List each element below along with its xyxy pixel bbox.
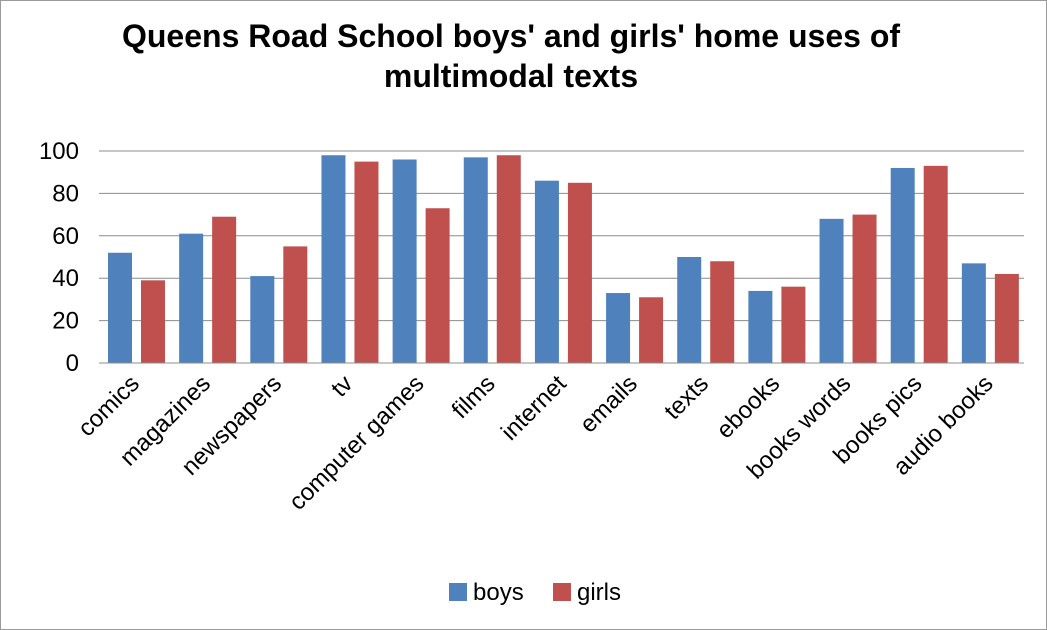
bar-boys xyxy=(748,290,773,363)
x-category-label: emails xyxy=(575,370,643,438)
x-category-label: comics xyxy=(73,370,145,442)
bar-girls xyxy=(354,161,379,363)
x-category-label: computer games xyxy=(284,370,429,515)
bar-girls xyxy=(283,246,308,363)
bar-boys xyxy=(250,276,275,363)
bar-boys xyxy=(606,293,631,363)
bar-boys xyxy=(108,252,132,363)
bar-girls xyxy=(639,297,664,363)
y-tick-label: 20 xyxy=(52,308,79,335)
y-tick-label: 100 xyxy=(39,138,79,165)
legend-label-girls: girls xyxy=(577,579,621,606)
legend: boys girls xyxy=(449,579,621,606)
chart-title-line-1: Queens Road School boys' and girls' home… xyxy=(122,18,900,54)
bar-girls xyxy=(710,261,735,363)
bar-girls xyxy=(496,155,521,363)
bar-boys xyxy=(179,233,204,363)
bar-girls xyxy=(141,280,165,363)
bar-boys xyxy=(961,263,986,363)
bar-boys xyxy=(890,167,915,363)
bar-girls xyxy=(852,214,877,363)
bar-girls xyxy=(781,286,806,363)
y-tick-label: 40 xyxy=(52,265,79,292)
legend-swatch-boys xyxy=(449,583,467,601)
bars xyxy=(108,155,1019,363)
bar-girls xyxy=(923,165,948,363)
bar-boys xyxy=(534,180,559,363)
bar-girls xyxy=(212,216,237,363)
bar-girls xyxy=(425,208,450,363)
x-category-label: films xyxy=(447,370,501,424)
legend-label-boys: boys xyxy=(473,579,524,606)
bar-boys xyxy=(321,155,346,363)
bar-boys xyxy=(392,159,417,363)
y-tick-label: 80 xyxy=(52,180,79,207)
bar-boys xyxy=(463,157,488,363)
y-axis-ticks: 0 20 40 60 80 100 xyxy=(39,138,79,377)
y-tick-label: 0 xyxy=(66,350,79,377)
bar-boys xyxy=(819,218,844,363)
chart-title: Queens Road School boys' and girls' home… xyxy=(122,18,900,94)
chart-title-line-2: multimodal texts xyxy=(384,58,638,94)
bar-boys xyxy=(677,257,702,363)
bar-girls xyxy=(994,273,1019,363)
x-category-label: internet xyxy=(496,370,572,446)
x-category-label: tv xyxy=(326,370,358,402)
legend-swatch-girls xyxy=(553,583,571,601)
gridlines xyxy=(99,150,1024,322)
bar-girls xyxy=(567,182,592,363)
x-category-label: texts xyxy=(659,370,714,425)
y-tick-label: 60 xyxy=(52,223,79,250)
